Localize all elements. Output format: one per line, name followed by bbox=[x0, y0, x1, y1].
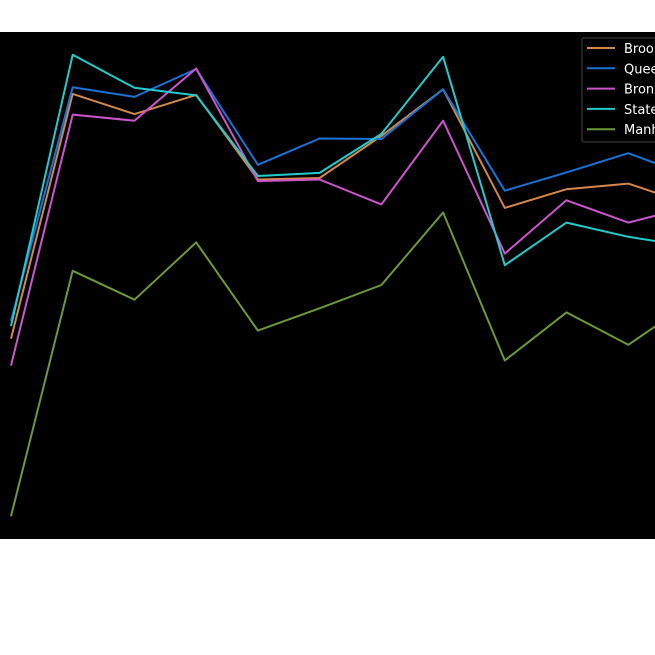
series-line bbox=[10, 211, 655, 517]
series-line bbox=[10, 68, 655, 322]
series-layer bbox=[10, 53, 655, 517]
series-line bbox=[10, 53, 655, 327]
legend-label: Staten Island bbox=[624, 103, 655, 118]
legend-item: Queens bbox=[587, 62, 655, 77]
series-queens bbox=[10, 68, 655, 322]
legend-label: Bronx bbox=[624, 83, 655, 98]
legend-item: Bronx bbox=[587, 83, 655, 98]
legend-item: Staten Island bbox=[587, 103, 655, 118]
series-line bbox=[10, 88, 655, 339]
legend-item: Brooklyn bbox=[587, 42, 655, 57]
series-brooklyn bbox=[10, 88, 655, 339]
series-manhattan bbox=[10, 211, 655, 517]
legend-label: Brooklyn bbox=[624, 42, 655, 57]
series-bronx bbox=[10, 67, 655, 366]
series-line bbox=[10, 67, 655, 366]
legend-box bbox=[581, 37, 655, 143]
plot-background bbox=[0, 32, 655, 539]
legend-label: Queens bbox=[624, 62, 655, 77]
legend-item: Manhattan bbox=[587, 123, 655, 138]
legend-label: Manhattan bbox=[624, 123, 655, 138]
series-staten-island bbox=[10, 53, 655, 327]
legend: Brooklyn Queens Bronx Staten Island Manhatta… bbox=[581, 37, 655, 143]
